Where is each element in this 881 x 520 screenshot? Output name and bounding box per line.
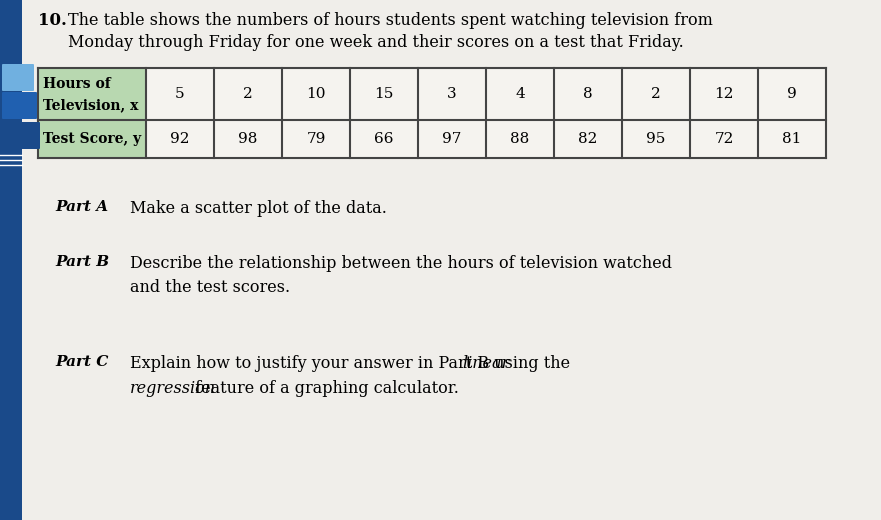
Text: 3: 3: [448, 87, 457, 101]
Text: 2: 2: [243, 87, 253, 101]
Text: Television, x: Television, x: [43, 98, 138, 112]
Text: 97: 97: [442, 132, 462, 146]
Text: regression: regression: [130, 380, 216, 397]
Text: 12: 12: [714, 87, 734, 101]
Text: linear: linear: [463, 355, 510, 372]
Text: and the test scores.: and the test scores.: [130, 279, 290, 296]
Text: 66: 66: [374, 132, 394, 146]
Text: 95: 95: [647, 132, 666, 146]
Text: Part B: Part B: [55, 255, 109, 269]
Text: Monday through Friday for one week and their scores on a test that Friday.: Monday through Friday for one week and t…: [68, 34, 684, 51]
Bar: [0, 0, 22, 520]
Text: Explain how to justify your answer in Part B using the: Explain how to justify your answer in Pa…: [130, 355, 575, 372]
Text: 82: 82: [578, 132, 597, 146]
Text: Part C: Part C: [55, 355, 108, 369]
FancyBboxPatch shape: [2, 122, 40, 149]
FancyBboxPatch shape: [2, 64, 34, 91]
Text: Part A: Part A: [55, 200, 108, 214]
Text: The table shows the numbers of hours students spent watching television from: The table shows the numbers of hours stu…: [68, 12, 713, 29]
FancyBboxPatch shape: [2, 92, 37, 119]
Bar: [38, 120, 146, 158]
Text: 9: 9: [787, 87, 797, 101]
Text: 81: 81: [782, 132, 802, 146]
Text: 98: 98: [239, 132, 257, 146]
Text: 2: 2: [651, 87, 661, 101]
Text: feature of a graphing calculator.: feature of a graphing calculator.: [190, 380, 459, 397]
Text: Describe the relationship between the hours of television watched: Describe the relationship between the ho…: [130, 255, 672, 272]
Text: Test Score, y: Test Score, y: [43, 132, 141, 146]
Text: 92: 92: [170, 132, 189, 146]
Bar: [146, 120, 826, 158]
Text: 10: 10: [307, 87, 326, 101]
Text: 88: 88: [510, 132, 529, 146]
Bar: [146, 68, 826, 120]
Text: 10.: 10.: [38, 12, 67, 29]
Text: 15: 15: [374, 87, 394, 101]
Bar: [38, 68, 146, 120]
Text: Hours of: Hours of: [43, 76, 111, 90]
Text: 72: 72: [714, 132, 734, 146]
Text: 8: 8: [583, 87, 593, 101]
Text: Make a scatter plot of the data.: Make a scatter plot of the data.: [130, 200, 387, 217]
Text: 4: 4: [515, 87, 525, 101]
Text: 79: 79: [307, 132, 326, 146]
Text: 5: 5: [175, 87, 185, 101]
